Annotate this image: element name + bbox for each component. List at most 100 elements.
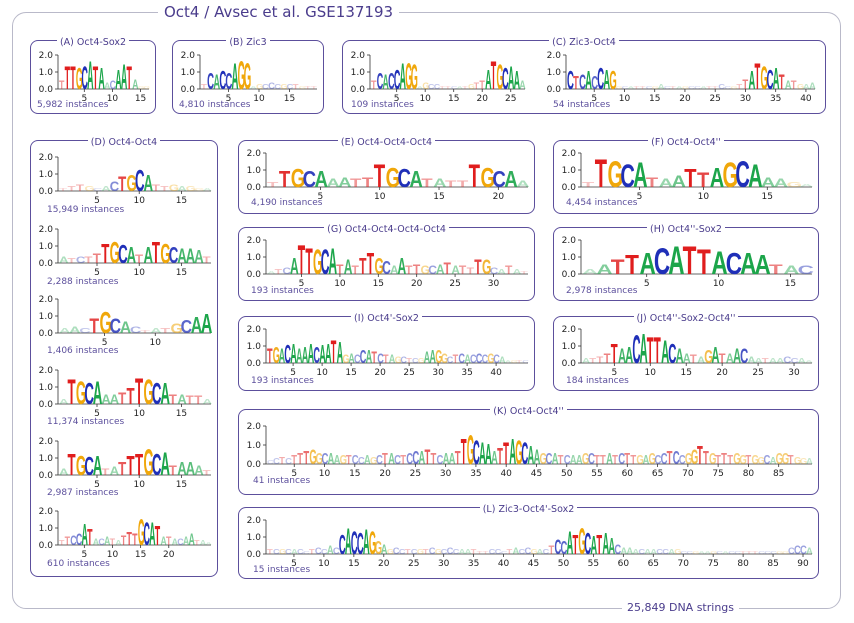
panel-oct4x4: (G) Oct4-Oct4-Oct4-Oct4 2.0 1.0 0.0 5 10 15 20… bbox=[238, 224, 535, 301]
svg-text:T: T bbox=[712, 85, 718, 91]
y-tick-label: 2.0 bbox=[39, 437, 54, 447]
logo-letter-G: G bbox=[515, 434, 522, 472]
x-tick-label: 80 bbox=[737, 559, 749, 569]
logo-letter-T: T bbox=[469, 158, 480, 195]
svg-text:G: G bbox=[733, 449, 740, 467]
logo-letter-C: C bbox=[502, 62, 508, 96]
logo-letter-A: A bbox=[345, 520, 352, 563]
x-tick-label: 35 bbox=[470, 469, 481, 479]
logo-letter-A: A bbox=[451, 263, 460, 277]
logo-letter-T: T bbox=[624, 449, 630, 467]
svg-text:G: G bbox=[375, 539, 382, 559]
svg-text:A: A bbox=[98, 62, 104, 96]
logo-letter-T: T bbox=[516, 358, 522, 364]
logo-letter-C: C bbox=[661, 449, 668, 467]
svg-text:G: G bbox=[782, 449, 789, 467]
logo-letter-C: C bbox=[767, 65, 774, 96]
svg-text:A: A bbox=[755, 356, 763, 364]
logo-letter-C: C bbox=[794, 544, 801, 557]
logo-letter-T: T bbox=[135, 371, 143, 412]
logo-letter-A: A bbox=[177, 392, 187, 407]
logo-letter-A: A bbox=[668, 238, 684, 282]
logo-letter-T: T bbox=[706, 85, 712, 91]
logo-letter-T: T bbox=[400, 454, 406, 468]
svg-text:G: G bbox=[481, 162, 495, 194]
svg-text:T: T bbox=[788, 454, 794, 468]
svg-text:T: T bbox=[455, 449, 461, 469]
x-tick-label: 5 bbox=[318, 192, 324, 202]
logo-letter-A: A bbox=[389, 354, 396, 366]
y-tick-label: 0.0 bbox=[247, 270, 262, 280]
y-tick-label: 0.0 bbox=[247, 359, 262, 369]
svg-text:T: T bbox=[374, 158, 385, 195]
x-tick-label: 70 bbox=[682, 469, 694, 479]
logo-letter-A: A bbox=[761, 174, 776, 190]
svg-text:C: C bbox=[770, 550, 778, 556]
svg-text:C: C bbox=[740, 344, 748, 368]
logo-letter-T: T bbox=[67, 185, 76, 193]
svg-text:T: T bbox=[350, 177, 362, 190]
logo-letter-G: G bbox=[435, 348, 442, 368]
logo-letter-T: T bbox=[640, 85, 646, 91]
logo-letter-G: G bbox=[76, 449, 86, 481]
logo-letter-T: T bbox=[788, 454, 794, 468]
svg-text:A: A bbox=[334, 454, 341, 468]
logo-letter-G: G bbox=[739, 454, 746, 468]
figure-title: Oct4 / Avsec et al. GSE137193 bbox=[158, 3, 400, 21]
x-tick-label: 5 bbox=[291, 469, 297, 479]
logo-letter-T: T bbox=[336, 261, 343, 277]
logo-letter-C: C bbox=[638, 547, 645, 555]
svg-text:A: A bbox=[291, 547, 298, 555]
svg-text:G: G bbox=[405, 55, 412, 98]
svg-text:T: T bbox=[279, 167, 290, 192]
svg-text:C: C bbox=[143, 516, 149, 553]
x-tick-label: 5 bbox=[94, 409, 100, 419]
x-tick-label: 5 bbox=[94, 480, 100, 490]
logo-letter-C: C bbox=[82, 60, 88, 97]
svg-text:T: T bbox=[382, 449, 388, 467]
logo-letter-T: T bbox=[712, 85, 718, 91]
svg-text:G: G bbox=[421, 263, 430, 277]
logo-letter-G: G bbox=[374, 253, 383, 279]
svg-text:C: C bbox=[400, 355, 407, 365]
logo-letter-A: A bbox=[675, 344, 683, 368]
logo-letter-C: C bbox=[798, 264, 814, 277]
svg-text:T: T bbox=[311, 85, 317, 91]
logo-letter-G: G bbox=[786, 181, 802, 189]
logo-letter-C: C bbox=[93, 187, 103, 192]
logo-letter-T: T bbox=[346, 454, 352, 468]
logo-letter-G: G bbox=[511, 358, 519, 364]
logo-letter-T: T bbox=[279, 167, 290, 192]
y-tick-label: 2.0 bbox=[351, 51, 366, 61]
y-tick-label: 2.0 bbox=[39, 295, 54, 305]
svg-text:T: T bbox=[491, 55, 497, 99]
svg-text:C: C bbox=[646, 85, 654, 91]
svg-text:A: A bbox=[120, 319, 132, 337]
svg-text:A: A bbox=[499, 355, 506, 365]
logo-letter-C: C bbox=[664, 85, 672, 91]
logo-letter-T: T bbox=[453, 354, 459, 366]
svg-text:T: T bbox=[67, 257, 76, 265]
logo-letter-T: T bbox=[474, 81, 480, 91]
panel-zic3-oct4: (C) Zic3-Oct4 2.0 1.0 0.0 5 10 15 20 25 T C A C C A G G… bbox=[342, 37, 826, 114]
y-tick-label: 1.0 bbox=[39, 454, 54, 464]
svg-text:C: C bbox=[79, 327, 91, 335]
x-tick-label: 65 bbox=[652, 469, 663, 479]
svg-text:C: C bbox=[451, 85, 457, 90]
svg-text:T: T bbox=[604, 350, 611, 367]
logo-letter-C: C bbox=[110, 314, 121, 338]
svg-text:T: T bbox=[719, 350, 726, 367]
logo-letter-C: C bbox=[447, 546, 454, 556]
svg-text:G: G bbox=[511, 358, 519, 364]
logo-letter-T: T bbox=[752, 550, 758, 556]
logo-letter-G: G bbox=[309, 446, 316, 469]
x-tick-label: 5 bbox=[94, 196, 100, 206]
svg-text:G: G bbox=[609, 66, 616, 95]
svg-text:A: A bbox=[177, 392, 187, 407]
logo-letter-A: A bbox=[596, 261, 613, 277]
logo-letter-A: A bbox=[798, 356, 806, 364]
logo-letter-A: A bbox=[93, 375, 103, 412]
x-tick-label: 15 bbox=[176, 480, 187, 490]
logo-letter-A: A bbox=[625, 341, 633, 368]
logo-letter-A: A bbox=[497, 268, 506, 276]
